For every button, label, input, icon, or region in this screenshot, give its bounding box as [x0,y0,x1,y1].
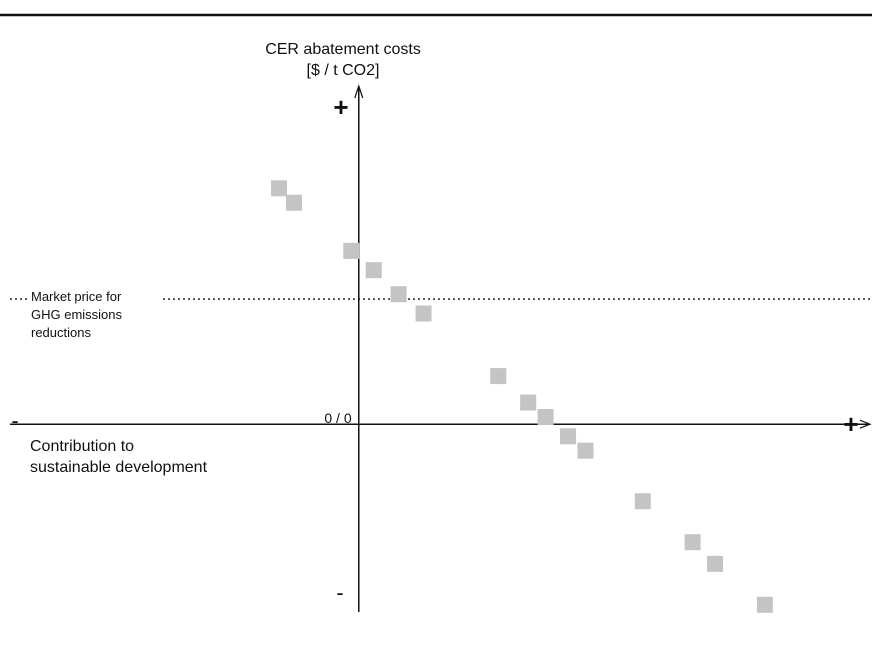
reference-line-label-2: GHG emissions [31,307,123,322]
data-points [271,180,773,613]
y-axis-label-line-1: CER abatement costs [265,41,421,58]
data-point-6 [415,305,432,322]
axes-group [0,13,872,612]
data-point-5 [390,286,407,303]
origin-label: 0 / 0 [324,410,351,426]
reference-line-label-1: Market price for [31,289,122,304]
y-axis-label-line-2: [$ / t CO2] [307,62,380,79]
data-point-12 [634,493,651,510]
y-axis-arrow [354,84,364,99]
data-point-8 [520,394,537,411]
data-point-14 [707,555,724,572]
data-point-10 [560,428,577,445]
data-point-2 [285,194,302,211]
x-negative-label: - [11,408,18,433]
data-point-11 [577,442,594,459]
data-point-7 [490,368,507,385]
x-axis-arrow [859,419,872,429]
x-axis-label-line-1: Contribution to [30,438,134,455]
data-point-13 [684,534,701,551]
reference-line-label-3: reductions [31,325,91,340]
y-positive-label: + [333,92,348,122]
y-negative-label: - [336,580,343,605]
data-point-15 [756,596,773,613]
data-point-9 [537,409,554,425]
x-positive-label: + [843,409,858,439]
x-axis-label-line-2: sustainable development [30,459,208,476]
data-point-4 [365,262,382,279]
data-point-3 [343,242,360,259]
data-point-1 [271,180,288,197]
